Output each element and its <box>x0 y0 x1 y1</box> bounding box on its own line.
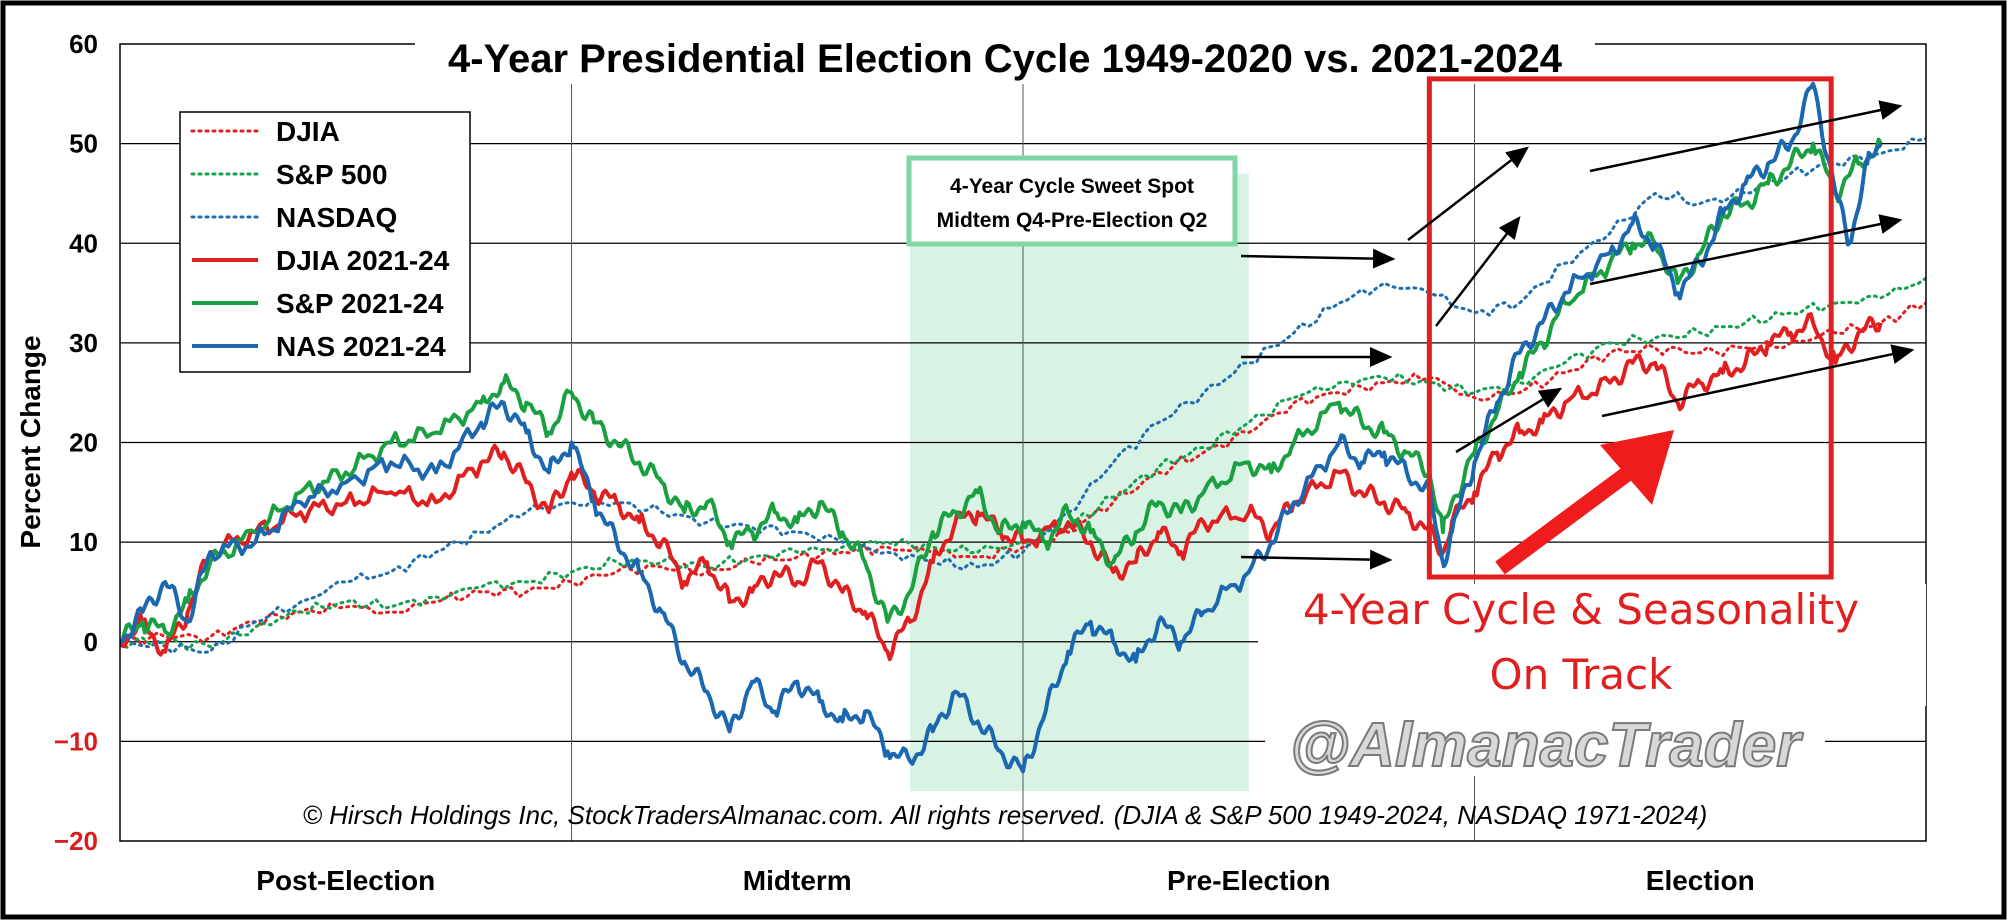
trend-arrows <box>1240 100 1915 570</box>
y-tick-label: −20 <box>54 826 98 856</box>
y-tick-label: 60 <box>69 29 98 59</box>
arrow-nas-up <box>1435 216 1521 327</box>
sweet-spot-box <box>906 155 1238 247</box>
x-axis-categories: Post-Election Midterm Pre-Election Election <box>256 865 1754 896</box>
watermark-background <box>1265 706 1825 776</box>
cycle-text-line1: 4-Year Cycle & Seasonality <box>1303 585 1859 634</box>
legend: DJIA S&P 500 NASDAQ DJIA 2021-24 S&P 2021-24… <box>179 111 471 373</box>
sweet-spot-shading <box>910 173 1249 792</box>
legend-label: DJIA <box>276 116 340 147</box>
x-category-label: Midterm <box>743 865 852 896</box>
x-category-label: Pre-Election <box>1167 865 1330 896</box>
legend-label: DJIA 2021-24 <box>276 245 450 276</box>
y-tick-label: 50 <box>69 129 98 159</box>
big-red-arrow <box>1495 430 1674 575</box>
cycle-text-line2: On Track <box>1490 650 1674 699</box>
legend-box <box>179 111 471 373</box>
series-line-nas-2021-24 <box>120 81 1883 774</box>
y-tick-label: 10 <box>69 527 98 557</box>
arrow-right-3 <box>1601 344 1915 418</box>
arrow-djia-up <box>1455 387 1563 454</box>
sweet-spot-area <box>910 173 1249 792</box>
arrow-nasdaq-flat <box>1240 248 1396 269</box>
sweet-spot-line1: 4-Year Cycle Sweet Spot <box>950 175 1194 198</box>
watermark: @AlmanacTrader <box>1290 711 1804 780</box>
title-background <box>415 36 1595 82</box>
arrow-right-2 <box>1589 214 1903 286</box>
y-tick-label: 0 <box>84 627 98 657</box>
arrow-djia-flat <box>1240 549 1393 570</box>
y-tick-label: 30 <box>69 328 98 358</box>
x-category-label: Post-Election <box>256 865 435 896</box>
series-line-djia-2021-24 <box>120 312 1883 662</box>
legend-label: S&P 500 <box>276 159 388 190</box>
series-layer <box>120 81 1926 774</box>
y-axis-ticks: 60 50 40 30 20 10 0 −10 −20 <box>54 29 98 856</box>
big-red-arrow-head <box>1600 430 1674 505</box>
big-red-arrow-shaft <box>1495 466 1633 575</box>
y-axis-label: Percent Change <box>15 335 46 548</box>
sweet-spot-callout: 4-Year Cycle Sweet Spot Midtem Q4-Pre-El… <box>906 155 1238 247</box>
copyright-text: © Hirsch Holdings Inc, StockTradersAlman… <box>303 800 1708 830</box>
y-tick-label: −10 <box>54 726 98 756</box>
legend-label: NASDAQ <box>276 202 397 233</box>
series-line-nasdaq <box>120 137 1926 655</box>
cycle-text-background <box>1258 584 1926 706</box>
sweet-spot-line2: Midtem Q4-Pre-Election Q2 <box>937 209 1208 232</box>
y-tick-label: 20 <box>69 428 98 458</box>
arrow-right-1 <box>1589 100 1903 173</box>
chart-title: 4-Year Presidential Election Cycle 1949-… <box>448 37 1563 81</box>
x-category-label: Election <box>1646 865 1755 896</box>
election-highlight-box <box>1426 76 1834 580</box>
y-tick-label: 40 <box>69 228 98 258</box>
arrow-nasdaq-up <box>1407 146 1529 241</box>
legend-label: NAS 2021-24 <box>276 331 446 362</box>
legend-label: S&P 2021-24 <box>276 288 444 319</box>
